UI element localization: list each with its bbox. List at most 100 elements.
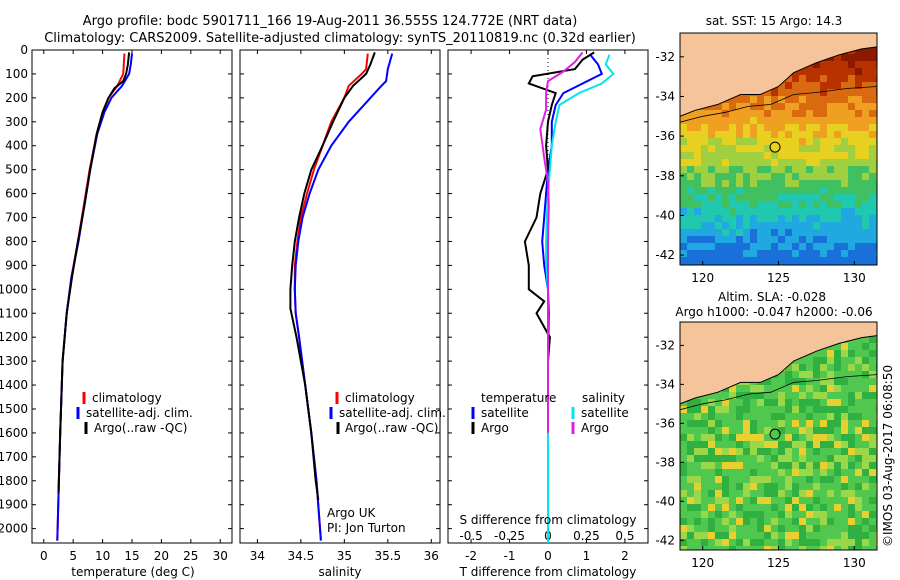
map-cell bbox=[862, 378, 869, 385]
map-cell bbox=[708, 229, 715, 236]
map-cell bbox=[806, 75, 813, 82]
map-cell bbox=[722, 483, 729, 490]
map-cell bbox=[806, 89, 813, 96]
map-cell bbox=[834, 462, 841, 469]
map-cell bbox=[736, 490, 743, 497]
map-cell bbox=[848, 371, 855, 378]
map-cell bbox=[708, 462, 715, 469]
map-cell bbox=[778, 145, 785, 152]
map-cell bbox=[799, 110, 806, 117]
map-cell bbox=[799, 117, 806, 124]
lat-tick-label: -42 bbox=[655, 248, 675, 262]
x-tick-label: 35.5 bbox=[374, 549, 401, 563]
map-cell bbox=[736, 455, 743, 462]
map-cell bbox=[848, 399, 855, 406]
map-cell bbox=[862, 518, 869, 525]
map-cell bbox=[827, 250, 834, 257]
map-cell bbox=[862, 89, 869, 96]
map-cell bbox=[806, 511, 813, 518]
map-cell bbox=[813, 145, 820, 152]
map-cell bbox=[848, 525, 855, 532]
map-cell bbox=[736, 173, 743, 180]
map-cell bbox=[792, 406, 799, 413]
map-cell bbox=[687, 208, 694, 215]
depth-tick-label: 300 bbox=[5, 115, 28, 129]
map-cell bbox=[778, 201, 785, 208]
map-cell bbox=[834, 399, 841, 406]
map-cell bbox=[862, 208, 869, 215]
depth-tick-label: 600 bbox=[5, 187, 28, 201]
map-cell bbox=[715, 413, 722, 420]
map-cell bbox=[750, 236, 757, 243]
map-cell bbox=[869, 124, 876, 131]
map-cell bbox=[701, 145, 708, 152]
map-cell bbox=[813, 350, 820, 357]
map-cell bbox=[701, 476, 708, 483]
map-cell bbox=[694, 236, 701, 243]
map-cell bbox=[848, 159, 855, 166]
map-cell bbox=[813, 180, 820, 187]
map-cell bbox=[687, 434, 694, 441]
map-cell bbox=[715, 194, 722, 201]
map-cell bbox=[792, 110, 799, 117]
map-cell bbox=[715, 476, 722, 483]
map-cell bbox=[771, 215, 778, 222]
map-cell bbox=[806, 504, 813, 511]
map-cell bbox=[813, 166, 820, 173]
map-cell bbox=[736, 194, 743, 201]
map-cell bbox=[757, 138, 764, 145]
map-cell bbox=[708, 392, 715, 399]
map-cell bbox=[792, 208, 799, 215]
salinity-xlabel: salinity bbox=[318, 565, 361, 579]
map-cell bbox=[827, 399, 834, 406]
map-cell bbox=[813, 392, 820, 399]
map-cell bbox=[848, 427, 855, 434]
map-cell bbox=[736, 525, 743, 532]
map-cell bbox=[806, 539, 813, 546]
map-cell bbox=[771, 117, 778, 124]
map-cell bbox=[701, 448, 708, 455]
map-cell bbox=[757, 145, 764, 152]
argo-profile-marker bbox=[769, 428, 781, 440]
map-cell bbox=[764, 208, 771, 215]
map-cell bbox=[722, 476, 729, 483]
map-cell bbox=[834, 194, 841, 201]
map-cell bbox=[869, 483, 876, 490]
map-cell bbox=[792, 427, 799, 434]
map-cell bbox=[806, 399, 813, 406]
map-cell bbox=[834, 243, 841, 250]
map-cell bbox=[862, 504, 869, 511]
depth-tick-label: 1600 bbox=[0, 426, 28, 440]
map-cell bbox=[708, 222, 715, 229]
map-cell bbox=[792, 166, 799, 173]
map-cell bbox=[680, 131, 687, 138]
map-cell bbox=[799, 455, 806, 462]
map-cell bbox=[680, 236, 687, 243]
map-cell bbox=[841, 96, 848, 103]
map-cell bbox=[722, 455, 729, 462]
map-cell bbox=[694, 455, 701, 462]
lat-tick-label: -40 bbox=[655, 494, 675, 508]
map-cell bbox=[855, 96, 862, 103]
map-cell bbox=[750, 434, 757, 441]
map-cell bbox=[764, 518, 771, 525]
map-cell bbox=[792, 103, 799, 110]
legend-header-temperature: temperature bbox=[481, 391, 556, 405]
map-cell bbox=[813, 208, 820, 215]
map-cell bbox=[736, 406, 743, 413]
land-mass bbox=[680, 33, 877, 117]
map-cell bbox=[778, 511, 785, 518]
lat-tick-label: -32 bbox=[655, 50, 675, 64]
map-cell bbox=[855, 54, 862, 61]
map-cell bbox=[736, 483, 743, 490]
map-cell bbox=[708, 413, 715, 420]
map-cell bbox=[785, 173, 792, 180]
map-cell bbox=[771, 511, 778, 518]
map-cell bbox=[841, 110, 848, 117]
map-cell bbox=[687, 243, 694, 250]
map-cell bbox=[764, 441, 771, 448]
map-cell bbox=[750, 518, 757, 525]
map-cell bbox=[792, 392, 799, 399]
map-cell bbox=[736, 399, 743, 406]
map-cell bbox=[820, 250, 827, 257]
